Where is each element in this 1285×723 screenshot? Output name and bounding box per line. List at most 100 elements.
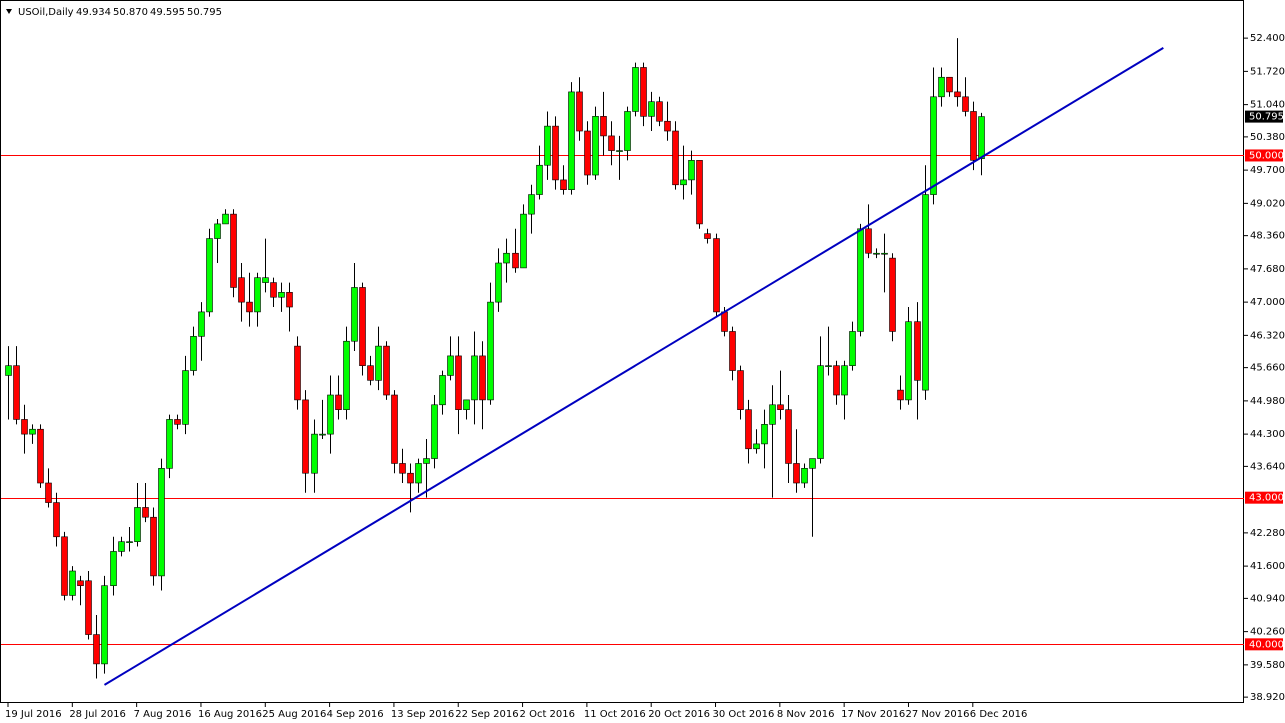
x-tick-label: 25 Aug 2016 (262, 709, 326, 720)
level-tag (1245, 149, 1283, 162)
candle-body (359, 287, 366, 366)
candle-body (656, 101, 663, 122)
candle-body (238, 277, 245, 303)
candle-body (938, 76, 945, 98)
candle-body (134, 507, 141, 542)
y-tick-label: 50.380 (1250, 132, 1285, 143)
x-tick-label: 8 Nov 2016 (777, 709, 835, 720)
level-tag (1245, 491, 1283, 504)
candle-body (841, 365, 848, 396)
candle-body (962, 96, 969, 112)
candle-body (897, 389, 904, 401)
candle-body (142, 507, 149, 518)
candle-body (190, 336, 197, 371)
candle-body (528, 194, 535, 215)
candle-body (198, 311, 205, 337)
candle-body (101, 585, 108, 665)
y-tick-label: 49.020 (1250, 198, 1285, 209)
candle-body (61, 536, 68, 596)
candle-body (21, 419, 28, 435)
x-tick-label: 11 Oct 2016 (584, 709, 646, 720)
candle-body (584, 130, 591, 176)
candle-body (536, 164, 543, 195)
candle-body (785, 409, 792, 464)
x-tick-label: 7 Aug 2016 (134, 709, 192, 720)
candle-body (801, 468, 808, 484)
level-tag-label: 43.000 (1249, 493, 1284, 504)
candle-body (495, 262, 502, 303)
candle-body (905, 321, 912, 401)
candle-body (37, 428, 44, 484)
candle-body (873, 252, 880, 255)
candle-body (833, 365, 840, 396)
candle-body (246, 301, 253, 313)
candle-body (262, 277, 269, 283)
candle-body (970, 111, 977, 161)
candle-body (930, 96, 937, 195)
chart-title: USOil,Daily (18, 7, 74, 18)
candle-body (302, 399, 309, 474)
candle-body (407, 472, 414, 484)
candle-body (825, 365, 832, 367)
y-tick-label: 44.300 (1250, 429, 1285, 440)
candle-body (552, 125, 559, 181)
candle-body (648, 101, 655, 117)
candle-body (294, 345, 301, 401)
candle-body (45, 482, 52, 503)
low-label: 49.595 (150, 7, 185, 18)
y-tick-label: 47.000 (1250, 297, 1285, 308)
candle-body (206, 238, 213, 313)
candle-body (914, 321, 921, 381)
plot-frame (0, 0, 1244, 703)
candle-body (753, 443, 760, 450)
candle-body (351, 287, 358, 342)
candle-body (688, 160, 695, 181)
candle-body (721, 311, 728, 332)
candle-body (978, 116, 985, 159)
candle-body (560, 179, 567, 190)
candle-body (270, 282, 277, 298)
level-tag (1245, 638, 1283, 651)
candle-body (608, 135, 615, 151)
x-tick-label: 19 Jul 2016 (5, 709, 62, 720)
candle-body (182, 370, 189, 425)
candle-body (889, 257, 896, 332)
x-tick-label: 20 Oct 2016 (648, 709, 710, 720)
candle-body (166, 419, 173, 469)
candle-body (383, 345, 390, 396)
candle-body (447, 355, 454, 376)
candle-body (520, 213, 527, 269)
candle-body (327, 394, 334, 435)
x-tick-label: 17 Nov 2016 (841, 709, 905, 720)
menu-arrow[interactable] (6, 9, 12, 14)
candle-body (793, 463, 800, 484)
candle-body (174, 419, 181, 425)
x-tick-label: 6 Dec 2016 (970, 709, 1028, 720)
y-tick-label: 49.700 (1250, 165, 1285, 176)
candle-body (512, 252, 519, 269)
candle-body (471, 355, 478, 401)
x-tick-label: 16 Aug 2016 (198, 709, 262, 720)
price-tag (1245, 110, 1283, 123)
candle-body (367, 365, 374, 381)
candle-body (439, 375, 446, 406)
y-tick-label: 48.360 (1250, 231, 1285, 242)
y-tick-label: 41.600 (1250, 561, 1285, 572)
candle-body (616, 150, 623, 152)
candle-body (777, 404, 784, 410)
candle-body (463, 399, 470, 410)
candle-body (745, 409, 752, 450)
candle-body (503, 252, 510, 264)
candle-body (954, 91, 961, 98)
candle-body (53, 502, 60, 538)
x-tick-label: 13 Sep 2016 (391, 709, 454, 720)
candle-body (415, 463, 422, 484)
x-tick-label: 28 Jul 2016 (69, 709, 126, 720)
y-tick-label: 43.640 (1250, 461, 1285, 472)
candle-body (399, 463, 406, 474)
candle-body (713, 238, 720, 313)
candle-body (487, 301, 494, 401)
level-tag-label: 50.000 (1249, 150, 1284, 161)
x-tick-label: 30 Oct 2016 (713, 709, 775, 720)
